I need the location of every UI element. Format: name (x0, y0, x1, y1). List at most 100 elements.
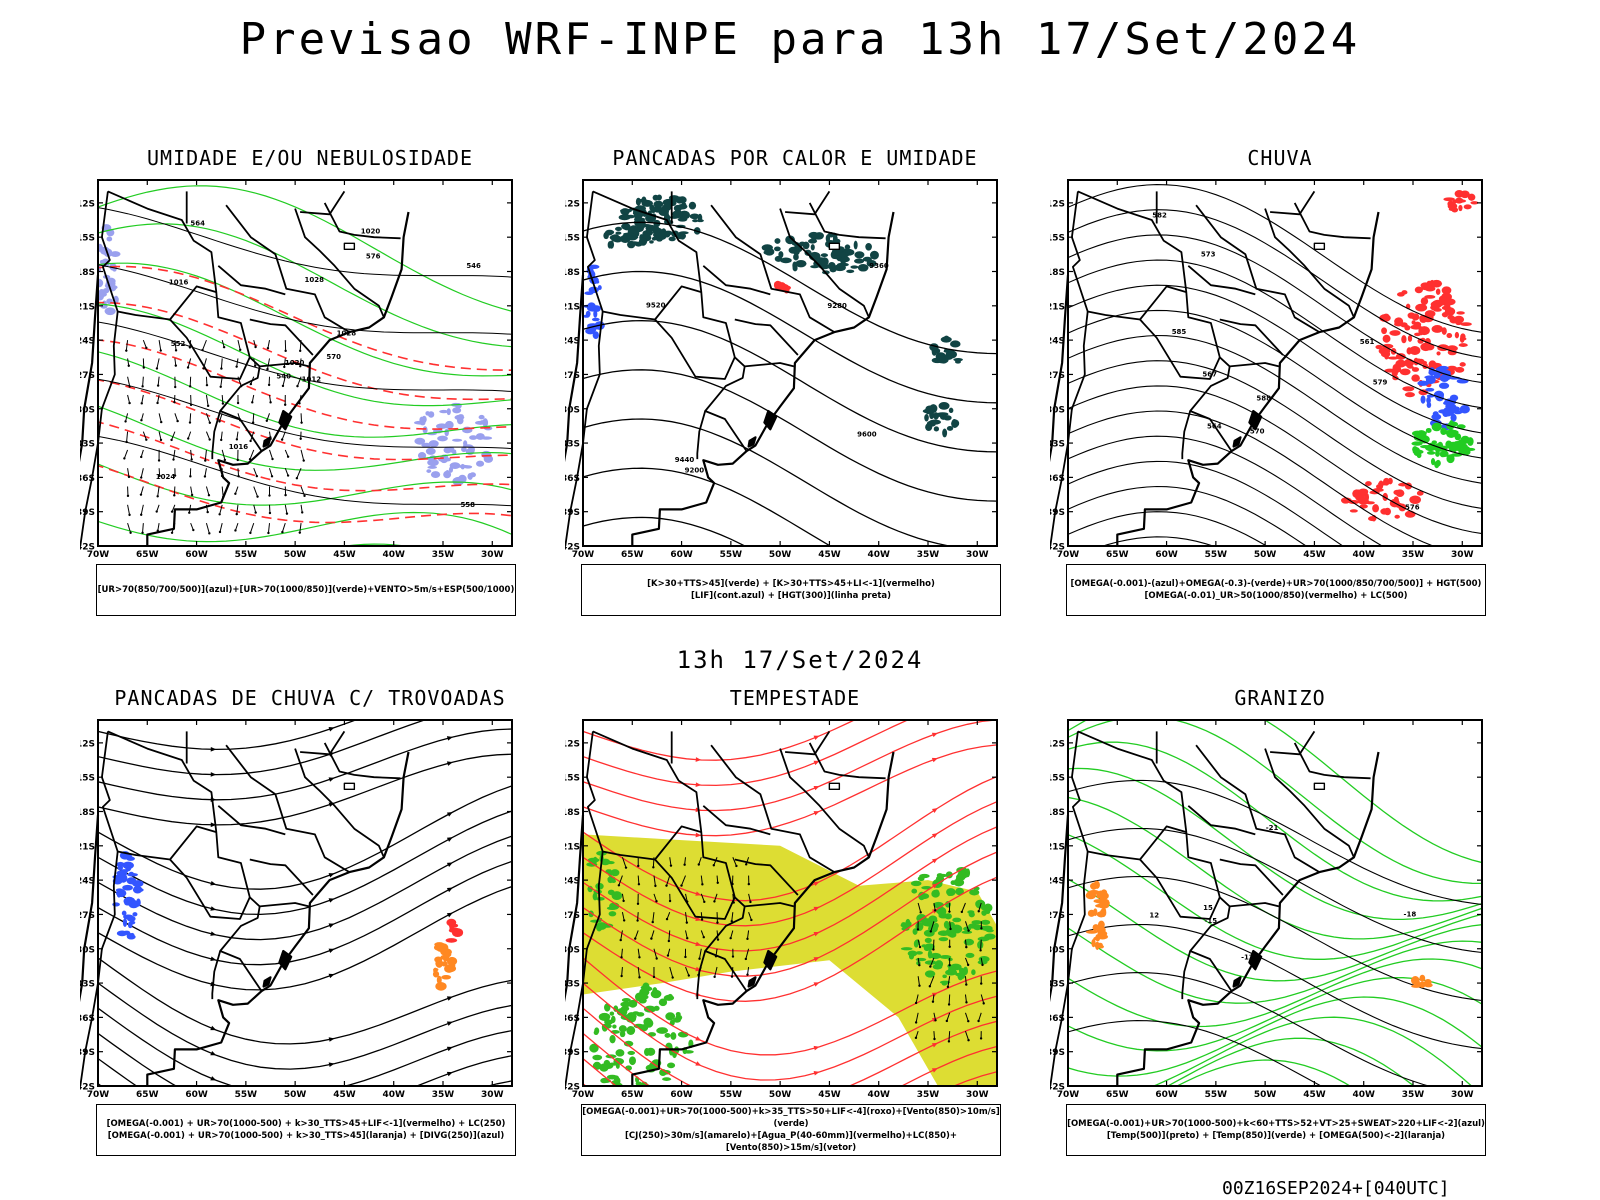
wind-vector-head (140, 419, 143, 422)
country-border (1077, 730, 1233, 992)
wind-vector-head (918, 984, 921, 987)
wind-vector-head (173, 400, 176, 404)
streamline-arrow (210, 1076, 217, 1081)
wind-vector (915, 1012, 919, 1023)
wind-vector (917, 939, 921, 948)
wind-vector (668, 930, 671, 942)
rain-green-area (1431, 422, 1442, 432)
country-border (249, 318, 314, 356)
wind-vector-head (190, 493, 194, 497)
rain-red-area (1418, 389, 1429, 396)
lon-label: 65W (1106, 550, 1129, 560)
wind-green-area (628, 1056, 636, 1066)
instability-teal-area (629, 241, 639, 245)
country-border (107, 190, 263, 452)
lat-label: 39S (80, 508, 95, 518)
panel-title: PANCADAS DE CHUVA C/ TROVOADAS (114, 686, 506, 710)
wind-vector (621, 912, 625, 921)
wind-vector (126, 431, 129, 442)
country-border (1229, 362, 1280, 368)
wind-vector (204, 468, 207, 477)
wind-vector (237, 468, 240, 477)
wind-vector (621, 967, 623, 977)
humidity-blue-patch (481, 450, 492, 459)
lon-label: 35W (1402, 1090, 1425, 1100)
wind-vector-head (948, 910, 951, 913)
wind-green-area (643, 1005, 656, 1013)
thunder-red-area (445, 938, 458, 943)
streamline-arrow (446, 887, 453, 893)
instability-teal-area (649, 240, 654, 244)
instability-teal-area (689, 213, 700, 220)
wind-vector-head (280, 438, 284, 441)
wind-vector-head (141, 531, 144, 534)
wind-green-area (915, 951, 923, 955)
humidity-green-contour (98, 262, 512, 377)
lon-label: 30W (966, 1090, 989, 1100)
wind-vector-head (698, 957, 701, 960)
streamline-arrow (446, 736, 453, 741)
wind-vector-head (123, 457, 126, 460)
temp500-contour (1068, 1020, 1323, 1086)
wind-vector (666, 875, 671, 886)
rain-blue-area (1438, 382, 1450, 389)
humidity-blue-patch (457, 464, 470, 469)
streamline-arrow (695, 1061, 702, 1066)
wind-green-area (971, 969, 976, 976)
wind-vector (205, 394, 209, 406)
wind-vector-head (299, 437, 302, 440)
wind-green-area (615, 1049, 625, 1057)
instability-teal-area (652, 224, 660, 232)
map-chuva: 58858558257957657357056756456112S15S18S2… (1050, 179, 1483, 560)
wind-vector (282, 376, 286, 387)
streamline-arrow (813, 957, 820, 962)
wind-vector (142, 431, 147, 440)
hgt500-contour (1068, 234, 1482, 384)
humidity-blue-patch (427, 458, 439, 467)
lif-blue-contour (595, 280, 600, 284)
wind-vector (685, 912, 688, 923)
wind-green-area (613, 1005, 619, 1012)
lat-label: 42S (565, 543, 580, 553)
lagoon (1248, 949, 1263, 971)
lif-blue-contour (597, 285, 602, 291)
instability-teal-area (839, 251, 849, 258)
wind-vector-head (254, 511, 257, 514)
hgt500-contour (1068, 184, 1482, 333)
contour-label: 9360 (869, 262, 889, 270)
humidity-blue-patch (444, 420, 454, 430)
wind-green-area (609, 1035, 616, 1044)
wind-vector (637, 875, 640, 885)
rain-red-area (1360, 499, 1370, 505)
instability-teal-area (865, 243, 872, 251)
wind-green-area (595, 896, 605, 901)
contour-label: 558 (460, 501, 475, 509)
country-border (779, 748, 870, 858)
instability-teal-area (763, 250, 771, 255)
lon-label: 65W (621, 550, 644, 560)
legend-box: [OMEGA(-0.001)+UR>70(1000-500)+k<60+TTS>… (1066, 1104, 1486, 1156)
rain-red-area (1441, 305, 1452, 311)
map-background (98, 180, 512, 546)
streamline-arrow (813, 811, 820, 816)
lon-label: 60W (670, 550, 693, 560)
hgt500-contour (1068, 360, 1482, 509)
wind-green-area (911, 888, 918, 894)
rain-green-area (1412, 446, 1418, 453)
wind-vector-head (285, 512, 289, 515)
streamline-arrow (813, 881, 820, 887)
wind-vector-head (977, 1019, 980, 1023)
wind-vector (685, 893, 688, 902)
wind-vector-head (267, 383, 271, 387)
streamline-arrow (446, 761, 453, 766)
wind-vector (253, 486, 259, 497)
hgt500-contour (1068, 485, 1308, 546)
contour-label: 9600 (857, 431, 877, 439)
wind-vector-head (173, 494, 176, 497)
rain-red-area (1380, 350, 1391, 358)
wind-vector-head (296, 384, 299, 388)
instability-teal-area (925, 423, 932, 429)
humidity-blue-patch (452, 450, 457, 455)
instability-teal-area (633, 217, 646, 221)
rain-red-area (1463, 204, 1472, 210)
